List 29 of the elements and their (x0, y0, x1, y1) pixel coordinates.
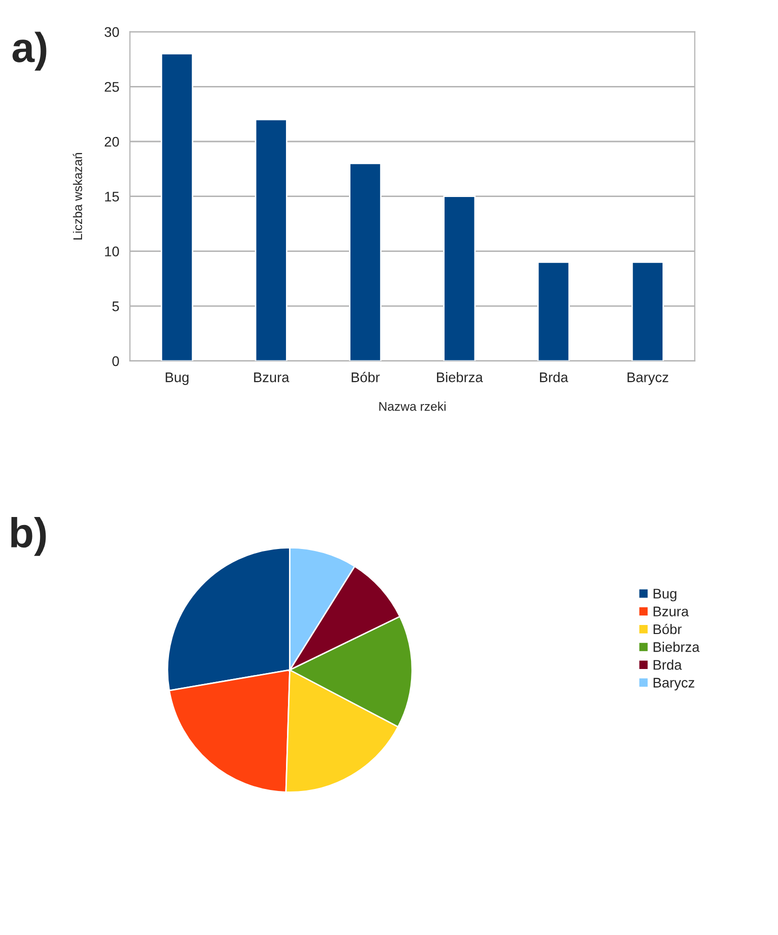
y-axis-title: Liczba wskazań (72, 153, 82, 240)
bar (349, 162, 382, 361)
y-tick-label: 0 (112, 356, 119, 366)
bar (443, 196, 476, 361)
y-tick-label: 30 (104, 27, 119, 37)
bar (537, 261, 570, 361)
y-tick-label: 10 (105, 246, 119, 256)
y-tick-label: 20 (104, 136, 119, 147)
x-tick-label: Bug (166, 372, 188, 385)
y-tick-label: 5 (112, 302, 119, 312)
legend-label: Barycz (654, 678, 694, 690)
legend-label: Biebrza (654, 642, 700, 652)
legend-label: Bóbr (654, 624, 682, 634)
x-tick-label: Biebrza (437, 372, 483, 382)
x-tick-label: Bóbr (352, 372, 380, 382)
y-tick-label: 25 (104, 82, 119, 92)
legend-label: Bug (654, 588, 676, 602)
chart-title: b) (11, 517, 46, 556)
bar (631, 261, 664, 361)
x-tick-label: Brda (540, 372, 568, 382)
bar (254, 118, 288, 361)
y-tick-label: 15 (105, 192, 119, 202)
legend-label: Brda (654, 660, 682, 670)
chart-title: a) (12, 32, 46, 71)
x-tick-label: Bzura (254, 372, 290, 382)
x-tick-label: Barycz (628, 372, 668, 385)
bar (160, 53, 194, 361)
legend-label: Bzura (654, 606, 689, 616)
x-axis-title: Nazwa rzeki (379, 402, 446, 411)
